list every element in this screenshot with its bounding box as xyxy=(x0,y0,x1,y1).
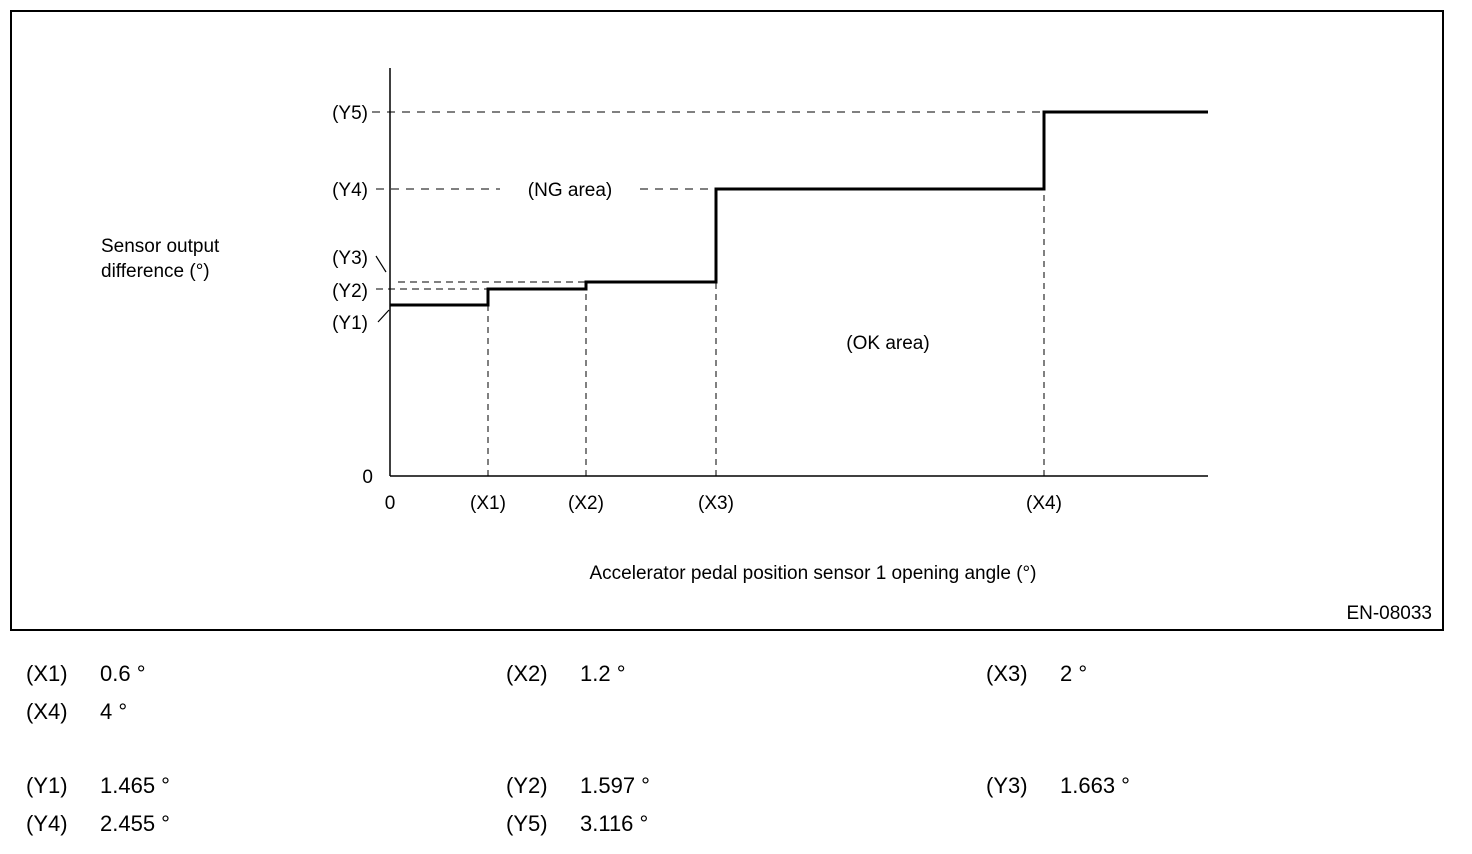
legend-item-value: 0.6 ° xyxy=(100,661,146,686)
x-tick-label: (X2) xyxy=(568,493,604,514)
y-tick-label: (Y5) xyxy=(332,103,368,124)
legend-item: (Y2) 1.597 ° xyxy=(506,773,650,799)
y3-leader xyxy=(375,255,387,273)
legend-item-label: (Y5) xyxy=(506,811,548,836)
chart-labels: 0 (X1) (X2) (X3) (X4) 0 (Y1) (Y2) (Y3) (Y4) (Y5) Se… xyxy=(101,103,1062,584)
legend-item-value: 1.2 ° xyxy=(580,661,626,686)
legend-item-value: 3.116 ° xyxy=(580,811,649,836)
series-line xyxy=(390,110,1208,307)
ok-area-label: (OK area) xyxy=(846,333,929,354)
x-tick-label: 0 xyxy=(385,493,396,514)
legend-item-value: 2 ° xyxy=(1060,661,1088,686)
legend-item-value: 1.663 ° xyxy=(1060,773,1130,798)
step-chart: 0 (X1) (X2) (X3) (X4) 0 (Y1) (Y2) (Y3) (Y4) (Y5) Se… xyxy=(101,68,1208,584)
legend-item: (X3) 2 ° xyxy=(986,661,1087,687)
legend-item-label: (Y3) xyxy=(986,773,1028,798)
figure-frame: EN-08033 xyxy=(10,10,1444,631)
legend-item-value: 1.465 ° xyxy=(100,773,170,798)
x-axis-label: Accelerator pedal position sensor 1 open… xyxy=(590,563,1037,584)
legend-item: (X4) 4 ° xyxy=(26,699,127,725)
ng-area-label: (NG area) xyxy=(528,180,612,201)
legend-item: (Y3) 1.663 ° xyxy=(986,773,1130,799)
legend-item-label: (X4) xyxy=(26,699,68,724)
threshold-line xyxy=(390,110,1208,307)
y-tick-label: (Y3) xyxy=(332,248,368,269)
legend-item-value: 2.455 ° xyxy=(100,811,170,836)
y-tick-label: 0 xyxy=(362,467,373,488)
figure-id: EN-08033 xyxy=(1346,603,1432,624)
y-tick-label: (Y4) xyxy=(332,180,368,201)
y1-leader xyxy=(377,309,390,323)
y-tick-label: (Y2) xyxy=(332,281,368,302)
legend-item-value: 4 ° xyxy=(100,699,128,724)
legend-item-label: (Y1) xyxy=(26,773,68,798)
legend-item-label: (X2) xyxy=(506,661,548,686)
guide-lines xyxy=(372,111,1045,476)
legend-item-value: 1.597 ° xyxy=(580,773,650,798)
legend-item-label: (Y4) xyxy=(26,811,68,836)
legend-item-label: (X3) xyxy=(986,661,1028,686)
legend-item: (Y1) 1.465 ° xyxy=(26,773,170,799)
legend-item-label: (Y2) xyxy=(506,773,548,798)
x-tick-label: (X3) xyxy=(698,493,734,514)
x-tick-label: (X1) xyxy=(470,493,506,514)
x-tick-label: (X4) xyxy=(1026,493,1062,514)
legend-item: (X1) 0.6 ° xyxy=(26,661,146,687)
y-tick-label: (Y1) xyxy=(332,313,368,334)
y-axis-label: Sensor output xyxy=(101,236,220,257)
legend-item: (X2) 1.2 ° xyxy=(506,661,626,687)
legend-item-label: (X1) xyxy=(26,661,68,686)
legend-item: (Y5) 3.116 ° xyxy=(506,811,648,837)
y-axis-label: difference (°) xyxy=(101,261,210,282)
axes xyxy=(389,68,1208,477)
legend-item: (Y4) 2.455 ° xyxy=(26,811,170,837)
